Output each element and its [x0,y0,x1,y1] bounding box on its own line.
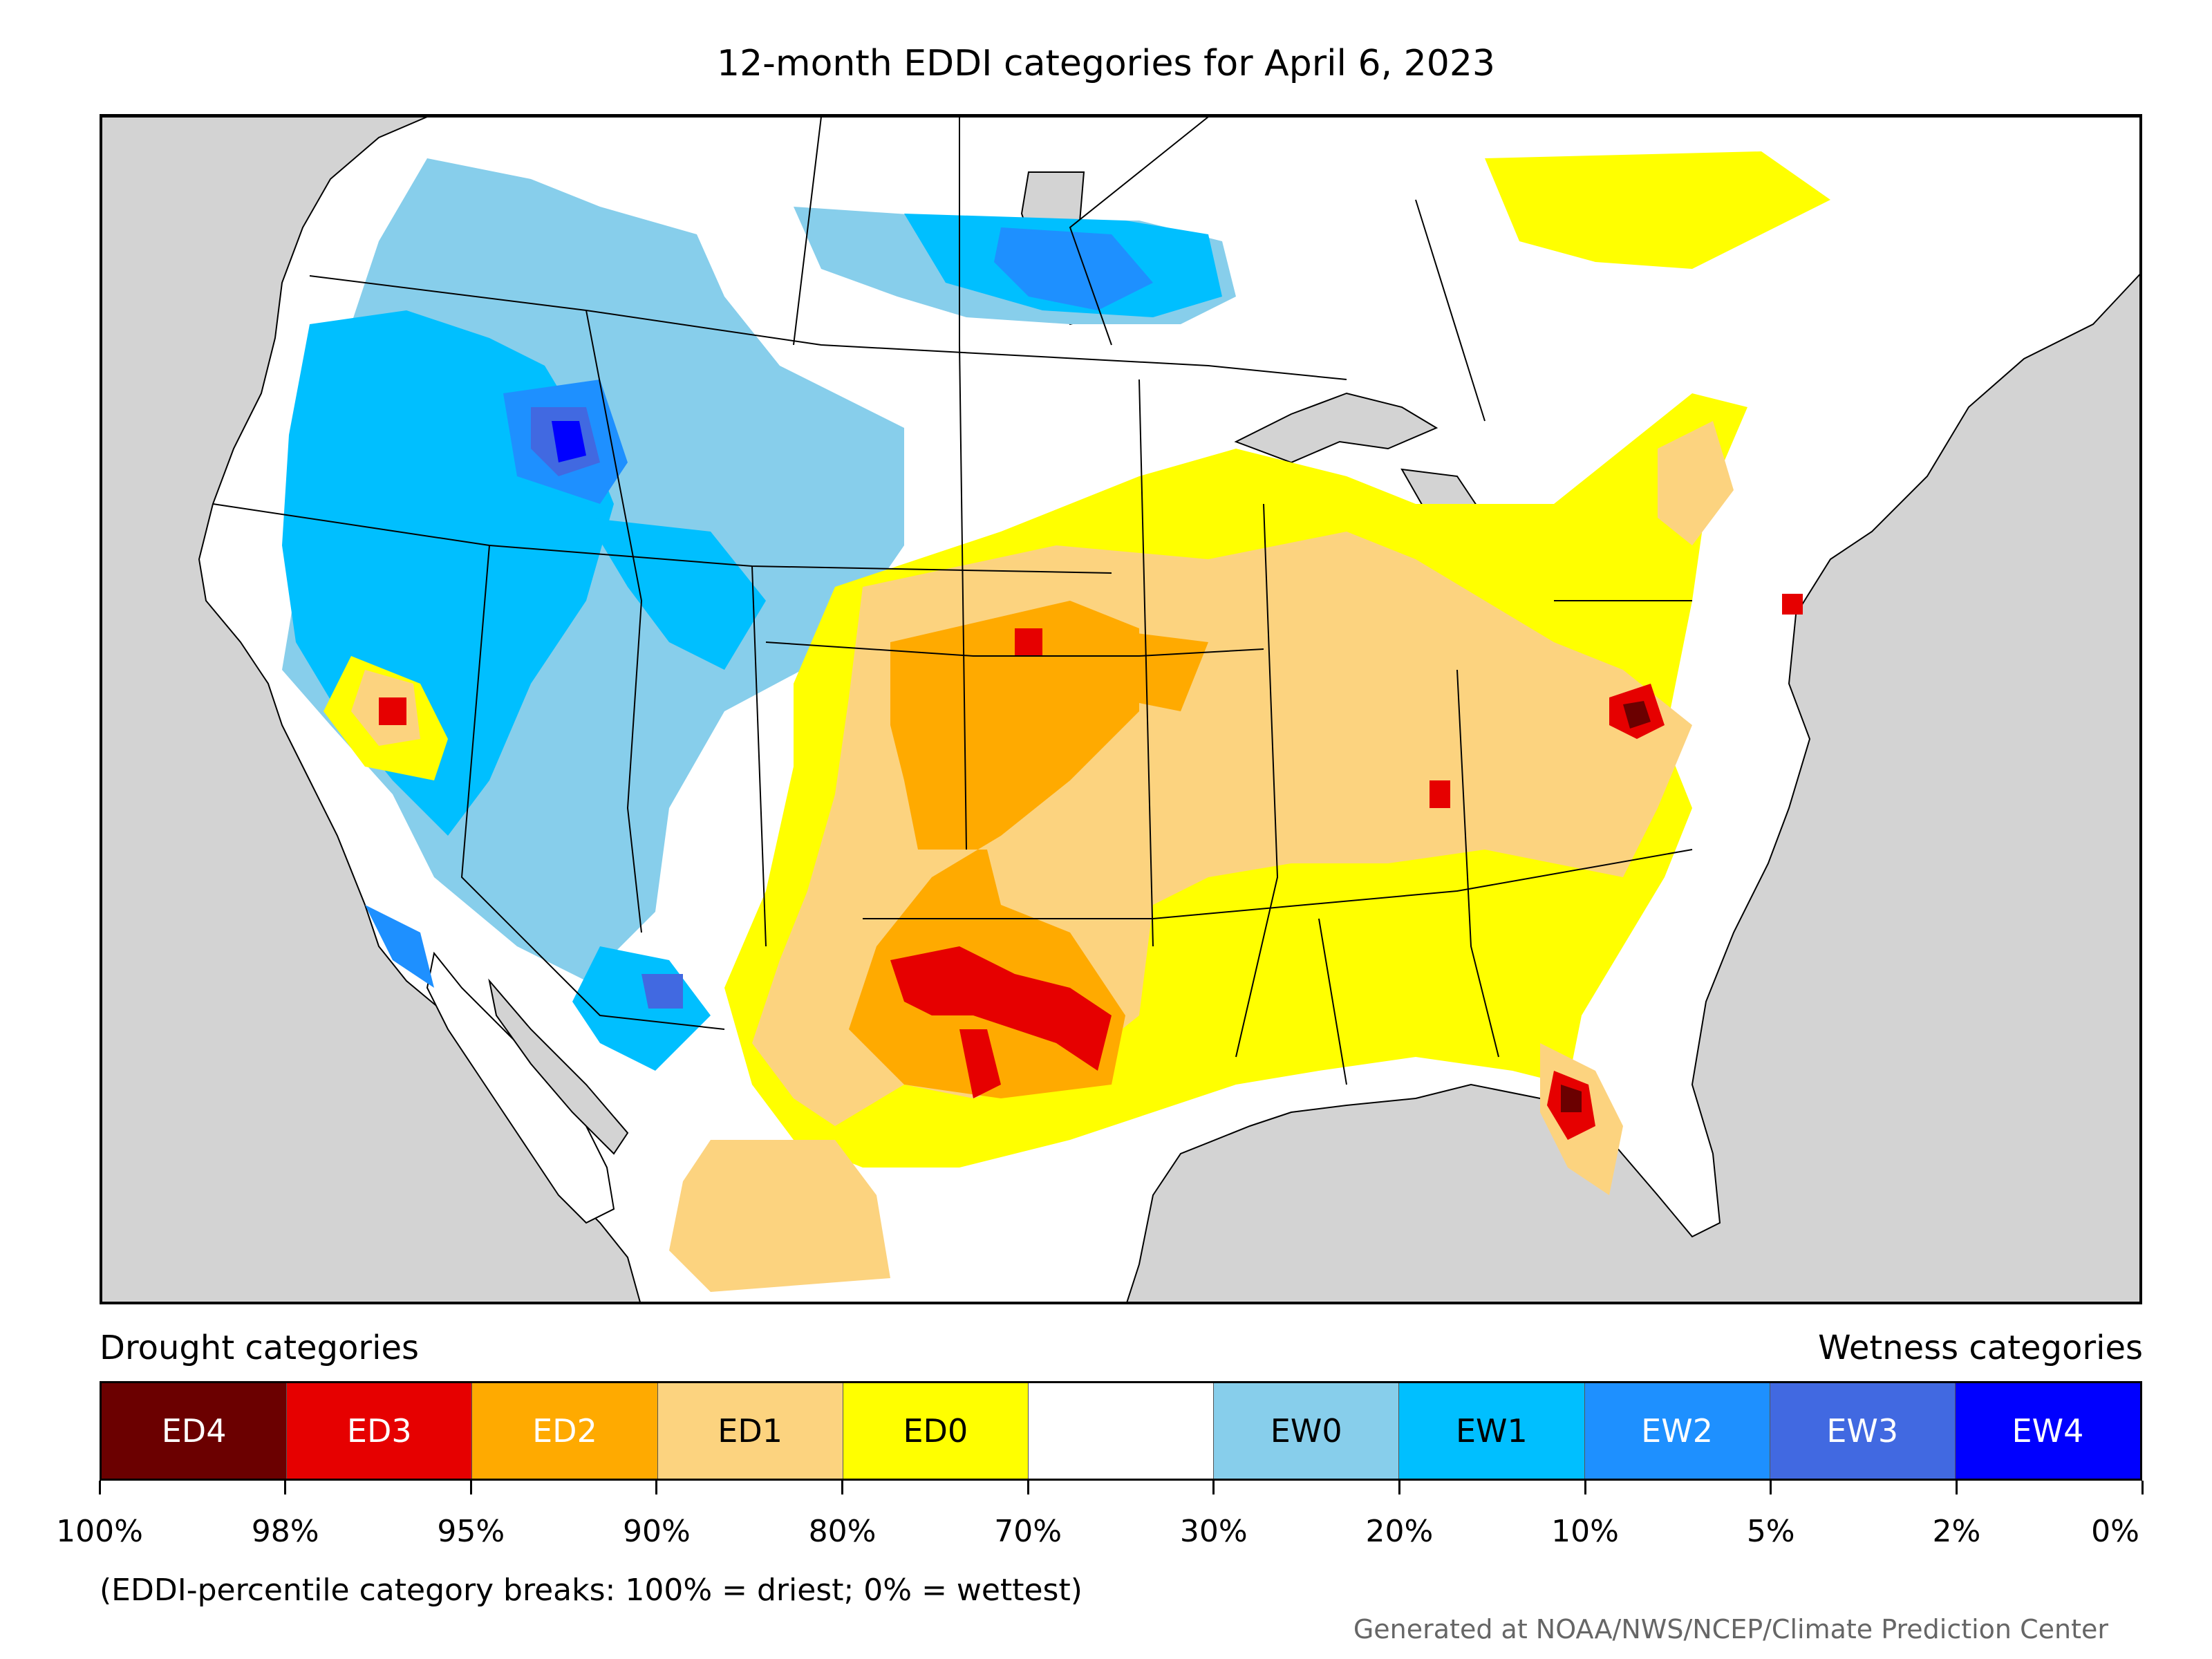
colorbar-tick-label: 95% [437,1514,505,1549]
colorbar-tick [1955,1481,1958,1494]
colorbar-tick [1398,1481,1400,1494]
colorbar-tick-label: 30% [1179,1514,1248,1549]
colorbar-tick [2141,1481,2144,1494]
colorbar-cell: ED1 [657,1383,843,1479]
colorbar-tick-label: 70% [994,1514,1062,1549]
colorbar-tick-label: 98% [251,1514,319,1549]
colorbar-tick [1027,1481,1029,1494]
colorbar-tick [1770,1481,1772,1494]
colorbar-tick [655,1481,658,1494]
eddi-map [100,114,2142,1304]
colorbar-cell: EW1 [1399,1383,1585,1479]
colorbar-cell: EW0 [1214,1383,1400,1479]
colorbar-tick-label: 100% [56,1514,143,1549]
colorbar-cell: ED4 [102,1383,288,1479]
colorbar-tick [469,1481,472,1494]
colorbar-tick-label: 80% [808,1514,877,1549]
political-boundaries [212,117,1693,1085]
colorbar-cell: EW4 [1955,1383,2141,1479]
colorbar-tick [1584,1481,1586,1494]
colorbar-tick [841,1481,844,1494]
colorbar-tick-label: 20% [1365,1514,1434,1549]
colorbar-cell [1028,1383,1215,1479]
colorbar-tick-label: 2% [1932,1514,1981,1549]
lake-superior [1234,392,1438,464]
category-colorbar: ED4 ED3 ED2 ED1 ED0 EW0 EW1 EW2 EW3 EW4 [100,1381,2142,1481]
gulf-of-california [488,978,629,1155]
colorbar-tick [98,1481,101,1494]
colorbar-cell: EW3 [1770,1383,1956,1479]
colorbar-tick [1212,1481,1215,1494]
colorbar-tick-label: 5% [1746,1514,1795,1549]
drought-categories-heading: Drought categories [100,1329,419,1367]
colorbar-cell: ED2 [472,1383,658,1479]
wetness-categories-heading: Wetness categories [1818,1329,2143,1367]
colorbar-tick [284,1481,287,1494]
colorbar-cell: ED0 [843,1383,1029,1479]
map-canvas [102,117,2139,1302]
colorbar-ticks [98,1481,2144,1496]
colorbar-cell: EW2 [1584,1383,1770,1479]
colorbar-cell: ED3 [287,1383,473,1479]
colorbar-tick-label: 0% [2091,1514,2139,1549]
map-title: 12-month EDDI categories for April 6, 20… [716,43,1496,84]
category-breaks-note: (EDDI-percentile category breaks: 100% =… [100,1573,1082,1608]
colorbar-tick-label: 10% [1551,1514,1619,1549]
credit-line: Generated at NOAA/NWS/NCEP/Climate Predi… [1353,1614,2108,1644]
colorbar-tick-label: 90% [623,1514,691,1549]
